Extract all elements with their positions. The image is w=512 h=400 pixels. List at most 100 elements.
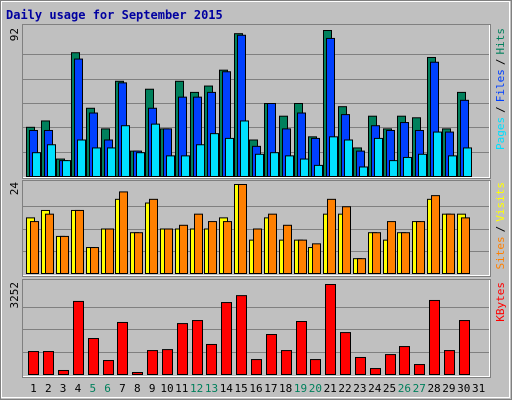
x-tick-label: 10 — [160, 382, 173, 395]
bar — [179, 224, 188, 275]
bar — [177, 323, 188, 375]
bar — [206, 343, 217, 375]
bar — [117, 321, 128, 376]
bar — [43, 351, 54, 375]
bar — [194, 213, 203, 275]
legend-entry: Pages — [494, 117, 507, 150]
bar — [75, 209, 84, 274]
bar — [238, 184, 247, 274]
bar — [342, 206, 351, 274]
bar — [281, 350, 292, 375]
bar — [181, 155, 190, 178]
bar — [389, 160, 398, 177]
legend: KBytes — [494, 282, 507, 322]
legend: Sites / Visits — [494, 182, 507, 270]
legend: Pages / Files / Hits — [494, 28, 507, 150]
x-tick-label: 6 — [104, 382, 111, 395]
bar — [385, 354, 396, 375]
bar — [88, 338, 99, 375]
x-tick-label: 9 — [149, 382, 156, 395]
bar — [58, 369, 69, 376]
bar — [461, 217, 470, 274]
x-tick-label: 20 — [309, 382, 322, 395]
bar — [344, 139, 353, 177]
bar — [298, 239, 307, 274]
bar — [433, 131, 442, 177]
bar — [92, 147, 101, 178]
bar — [62, 160, 71, 177]
bar — [164, 228, 173, 274]
bar — [448, 155, 457, 178]
bar — [77, 139, 86, 177]
bar — [312, 243, 321, 274]
bar — [270, 152, 279, 177]
bar — [119, 191, 128, 275]
legend-entry: Sites — [494, 236, 507, 269]
bar — [132, 372, 143, 376]
x-tick-label: 28 — [427, 382, 440, 395]
bar — [401, 232, 410, 274]
bar — [240, 120, 249, 177]
bar — [283, 224, 292, 275]
bar — [329, 136, 338, 177]
bar — [310, 359, 321, 376]
bar — [107, 147, 116, 178]
bar — [414, 364, 425, 375]
bar — [90, 247, 99, 275]
bar — [296, 321, 307, 375]
bar — [266, 334, 277, 375]
bar — [103, 360, 114, 376]
x-tick-label: 23 — [353, 382, 366, 395]
bar — [340, 332, 351, 376]
bar — [416, 221, 425, 274]
bar — [105, 228, 114, 274]
bar — [431, 195, 440, 274]
bar — [30, 221, 39, 274]
bar — [210, 133, 219, 177]
bar — [192, 320, 203, 375]
x-tick-label: 4 — [75, 382, 82, 395]
bar — [444, 350, 455, 375]
bar — [387, 221, 396, 274]
x-tick-label: 8 — [134, 382, 141, 395]
bar — [399, 346, 410, 376]
bar — [208, 221, 217, 274]
x-tick-label: 2 — [45, 382, 52, 395]
x-tick-label: 3 — [60, 382, 67, 395]
bar — [429, 299, 440, 375]
bar — [446, 213, 455, 275]
bar — [147, 350, 158, 375]
x-tick-label: 13 — [205, 382, 218, 395]
x-tick-label: 1 — [30, 382, 37, 395]
bar — [463, 147, 472, 178]
bar — [251, 359, 262, 376]
legend-separator: / — [494, 106, 507, 113]
x-tick-label: 31 — [472, 382, 485, 395]
x-tick-label: 25 — [383, 382, 396, 395]
x-tick-label: 17 — [264, 382, 277, 395]
chart-title: Daily usage for September 2015 — [6, 8, 223, 22]
legend-separator: / — [494, 59, 507, 66]
bar — [374, 137, 383, 177]
legend-entry: Files — [494, 69, 507, 102]
bar — [47, 144, 56, 177]
bar — [136, 152, 145, 177]
x-tick-label: 7 — [119, 382, 126, 395]
bar — [149, 198, 158, 274]
x-tick-label: 15 — [235, 382, 248, 395]
x-tick-label: 24 — [368, 382, 382, 395]
bar — [32, 152, 41, 177]
bar — [223, 221, 232, 274]
x-tick-label: 12 — [190, 382, 203, 395]
bar — [225, 137, 234, 177]
bar — [255, 153, 264, 177]
bar — [253, 228, 262, 274]
bar — [60, 235, 69, 275]
x-tick-label: 19 — [294, 382, 307, 395]
x-tick-label: 16 — [249, 382, 262, 395]
legend-separator: / — [494, 226, 507, 233]
bar — [459, 320, 470, 375]
x-tick-label: 26 — [398, 382, 411, 395]
x-tick-label: 5 — [89, 382, 96, 395]
